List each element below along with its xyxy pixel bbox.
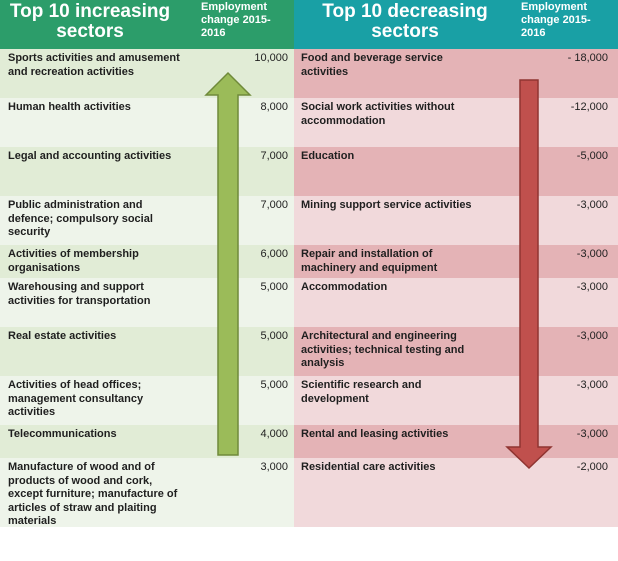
left-row-value: 7,000 — [260, 150, 288, 162]
left-row-background — [0, 327, 294, 376]
left-row-label: Real estate activities — [8, 330, 117, 342]
right-row-value: -3,000 — [576, 281, 608, 293]
left-row-background — [0, 458, 294, 527]
left-row-label: Public administration and defence; compu… — [8, 199, 153, 238]
right-row-label: Social work activities without accommoda… — [301, 101, 455, 127]
right-row-background — [294, 376, 618, 425]
left-row-value: 6,000 — [260, 248, 288, 260]
header-decreasing-title-line2: sectors — [371, 21, 439, 42]
left-row-label: Telecommunications — [8, 428, 117, 440]
left-row-label: Activities of head offices; management c… — [8, 379, 144, 418]
left-row-background — [0, 376, 294, 425]
right-row-background — [294, 458, 618, 527]
header-decreasing-value-line1: Employment — [521, 1, 588, 13]
left-row-background — [0, 196, 294, 245]
right-row-value: -3,000 — [576, 199, 608, 211]
right-row-background — [294, 49, 618, 98]
left-row-value: 7,000 — [260, 199, 288, 211]
right-row-value: -3,000 — [576, 330, 608, 342]
right-row-label: Mining support service activities — [301, 199, 472, 211]
right-row-label: Accommodation — [301, 281, 388, 293]
right-row-label: Rental and leasing activities — [301, 428, 449, 440]
header-decreasing-background — [294, 0, 618, 49]
arrow-down-shape — [505, 79, 553, 470]
left-row-background — [0, 147, 294, 196]
header-increasing-value-line2: change 2015- — [201, 14, 271, 26]
header-increasing-title-line2: sectors — [56, 21, 124, 42]
left-row-label: Sports activities and amusement and recr… — [8, 52, 180, 78]
left-row-label: Activities of membership organisations — [8, 248, 139, 274]
right-row-background — [294, 278, 618, 327]
left-row-value: 3,000 — [260, 461, 288, 473]
left-row-value: 5,000 — [260, 281, 288, 293]
arrow-up-shape — [204, 71, 252, 456]
right-row-background — [294, 147, 618, 196]
left-row-value: 5,000 — [260, 379, 288, 391]
header-decreasing-title-line1: Top 10 decreasing — [322, 1, 488, 22]
right-row-value: -3,000 — [576, 379, 608, 391]
right-row-label: Scientific research and development — [301, 379, 422, 405]
left-row-value: 10,000 — [254, 52, 288, 64]
left-row-label: Legal and accounting activities — [8, 150, 172, 162]
header-increasing-title: Top 10 increasing sectors — [0, 2, 180, 48]
left-row-label: Manufacture of wood and of products of w… — [8, 461, 178, 527]
right-row-value: -12,000 — [570, 101, 608, 113]
right-row-background — [294, 196, 618, 245]
right-row-value: -3,000 — [576, 248, 608, 260]
right-row-label: Education — [301, 150, 355, 162]
right-row-label: Food and beverage service activities — [301, 52, 443, 78]
right-row-label: Repair and installation of machinery and… — [301, 248, 438, 274]
right-row-label: Architectural and engineering activities… — [301, 330, 465, 369]
left-row-background — [0, 98, 294, 147]
right-row-background — [294, 98, 618, 147]
right-row-value: - 18,000 — [567, 52, 608, 64]
right-row-value: -3,000 — [576, 428, 608, 440]
header-decreasing-value-label: Employment change 2015- 2016 — [521, 1, 617, 47]
header-increasing-value-label: Employment change 2015- 2016 — [201, 1, 293, 47]
left-row-background — [0, 278, 294, 327]
left-row-value: 4,000 — [260, 428, 288, 440]
header-decreasing-value-line3: 2016 — [521, 27, 546, 39]
right-row-background — [294, 327, 618, 376]
left-row-value: 8,000 — [260, 101, 288, 113]
right-row-value: -5,000 — [576, 150, 608, 162]
left-row-value: 5,000 — [260, 330, 288, 342]
right-row-background — [294, 245, 618, 278]
left-row-label: Warehousing and support activities for t… — [8, 281, 151, 307]
header-increasing-value-line3: 2016 — [201, 27, 226, 39]
right-row-label: Residential care activities — [301, 461, 436, 473]
right-row-value: -2,000 — [576, 461, 608, 473]
header-increasing-title-line1: Top 10 increasing — [9, 1, 171, 22]
left-row-label: Human health activities — [8, 101, 131, 113]
header-increasing-background — [0, 0, 294, 49]
header-decreasing-value-line2: change 2015- — [521, 14, 591, 26]
header-increasing-value-line1: Employment — [201, 1, 268, 13]
header-decreasing-title: Top 10 decreasing sectors — [296, 2, 514, 48]
left-row-background — [0, 425, 294, 458]
right-row-background — [294, 425, 618, 458]
left-row-background — [0, 245, 294, 278]
